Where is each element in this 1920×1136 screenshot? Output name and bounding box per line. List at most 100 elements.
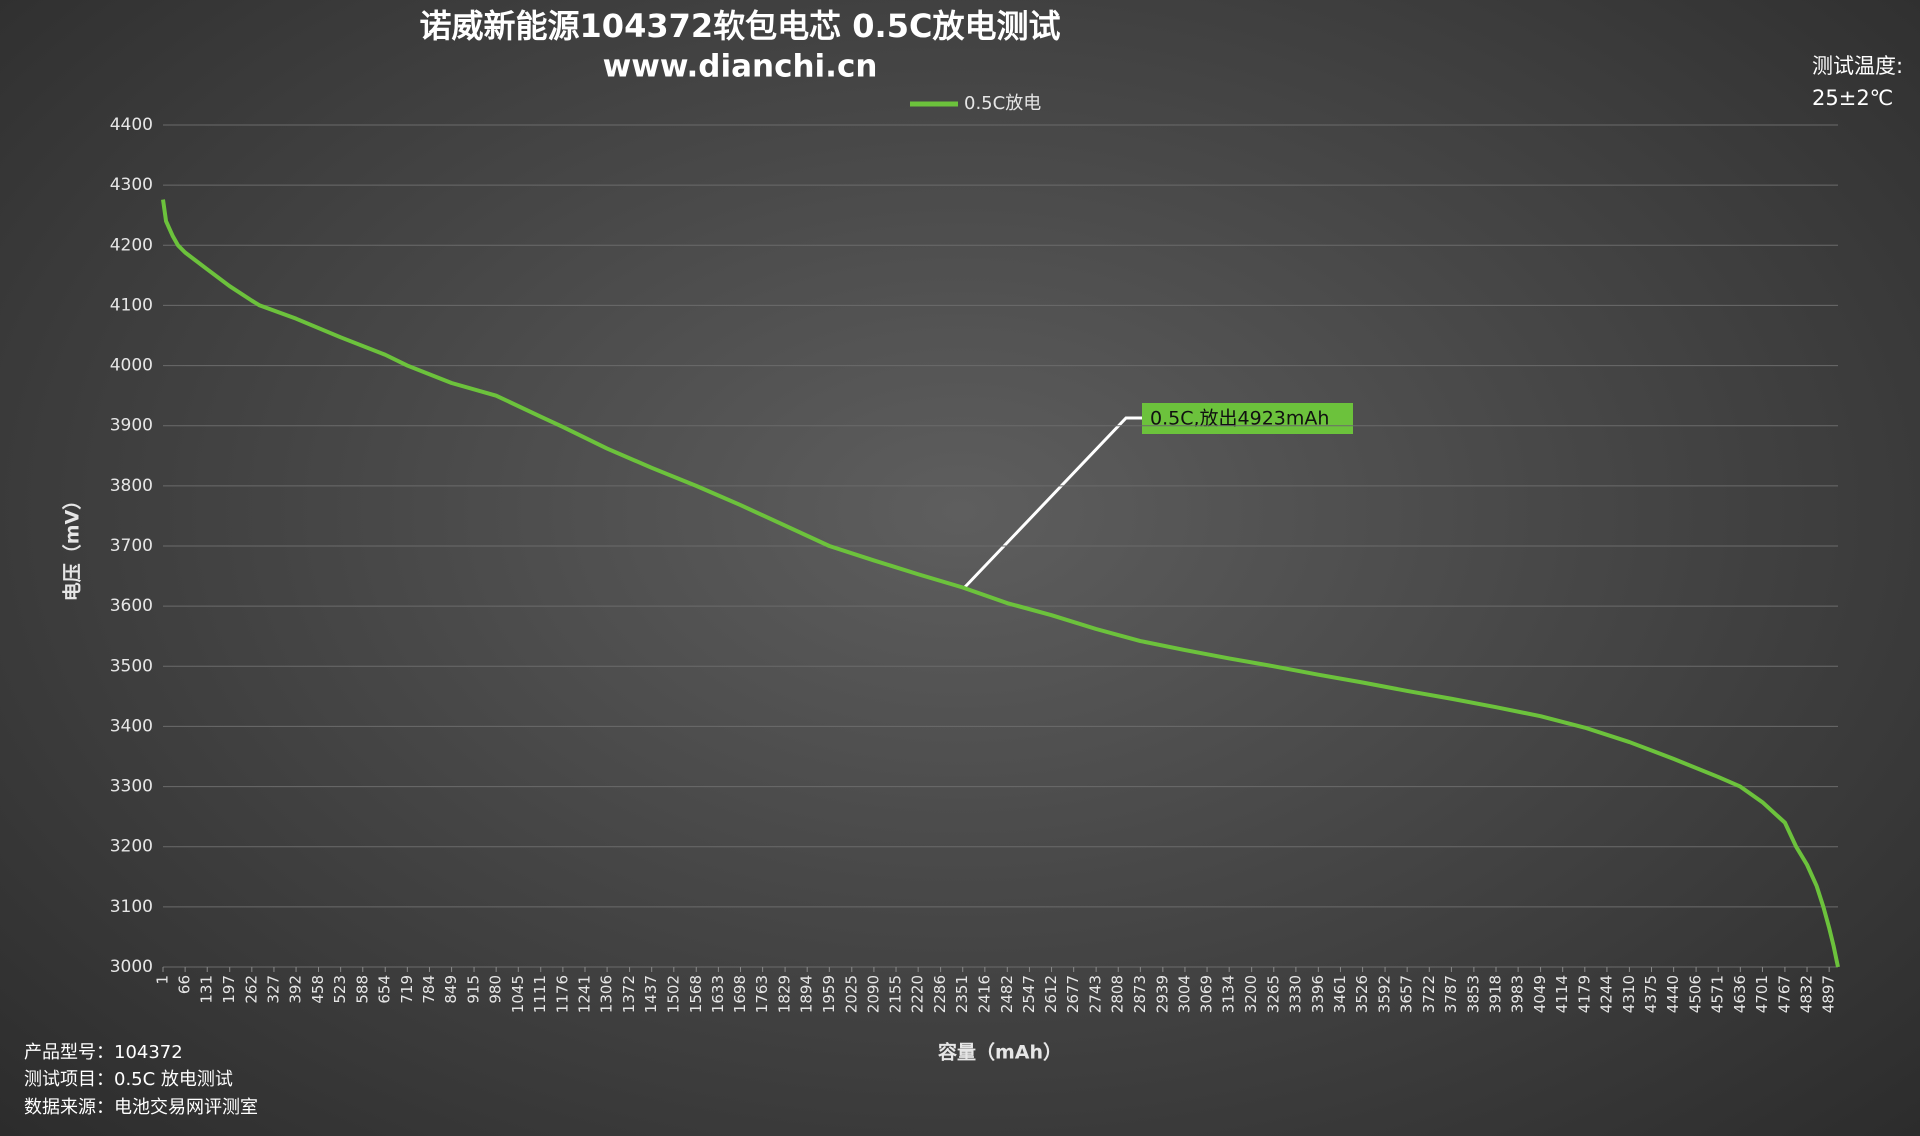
x-tick-label: 327 bbox=[264, 975, 282, 1004]
x-tick-label: 654 bbox=[376, 975, 394, 1004]
chart-subtitle: www.dianchi.cn bbox=[603, 49, 878, 85]
x-tick-label: 1372 bbox=[620, 975, 638, 1013]
x-tick-label: 523 bbox=[331, 975, 349, 1004]
y-tick-label: 4100 bbox=[110, 295, 153, 315]
y-tick-label: 3500 bbox=[110, 656, 153, 676]
x-tick-label: 392 bbox=[287, 975, 305, 1004]
x-tick-label: 3526 bbox=[1353, 975, 1371, 1013]
y-tick-label: 4300 bbox=[110, 175, 153, 195]
x-tick-label: 3396 bbox=[1309, 975, 1327, 1013]
x-tick-label: 849 bbox=[442, 975, 460, 1004]
x-tick-label: 2482 bbox=[998, 975, 1016, 1013]
x-tick-label: 2416 bbox=[975, 975, 993, 1013]
x-tick-label: 3004 bbox=[1175, 975, 1193, 1013]
x-tick-label: 915 bbox=[465, 975, 483, 1004]
x-tick-label: 1502 bbox=[664, 975, 682, 1013]
y-tick-label: 4000 bbox=[110, 356, 153, 376]
x-tick-label: 2090 bbox=[864, 975, 882, 1013]
x-tick-label: 4179 bbox=[1575, 975, 1593, 1013]
x-tick-label: 784 bbox=[420, 975, 438, 1004]
side-note: 测试温度: bbox=[1812, 54, 1903, 78]
x-tick-label: 3657 bbox=[1398, 975, 1416, 1013]
x-tick-label: 980 bbox=[487, 975, 505, 1004]
side-note: 25±2℃ bbox=[1812, 86, 1893, 110]
x-tick-label: 3983 bbox=[1509, 975, 1527, 1013]
x-tick-label: 3265 bbox=[1264, 975, 1282, 1013]
x-tick-label: 2220 bbox=[909, 975, 927, 1013]
x-tick-label: 4767 bbox=[1775, 975, 1793, 1013]
x-tick-label: 4506 bbox=[1687, 975, 1705, 1013]
y-tick-label: 3700 bbox=[110, 536, 153, 556]
x-tick-label: 1 bbox=[154, 975, 172, 985]
x-tick-label: 2873 bbox=[1131, 975, 1149, 1013]
y-tick-label: 3600 bbox=[110, 596, 153, 616]
x-tick-label: 4244 bbox=[1597, 975, 1615, 1013]
y-tick-label: 3900 bbox=[110, 416, 153, 436]
x-tick-label: 1045 bbox=[509, 975, 527, 1013]
legend-label: 0.5C放电 bbox=[964, 93, 1041, 114]
y-tick-label: 3400 bbox=[110, 716, 153, 736]
x-tick-label: 197 bbox=[220, 975, 238, 1004]
x-tick-label: 1763 bbox=[753, 975, 771, 1013]
x-tick-label: 4636 bbox=[1731, 975, 1749, 1013]
chart-title: 诺威新能源104372软包电芯 0.5C放电测试 bbox=[420, 7, 1061, 45]
y-axis-label: 电压（mV） bbox=[61, 491, 84, 602]
x-tick-label: 1306 bbox=[598, 975, 616, 1013]
x-tick-label: 1176 bbox=[553, 975, 571, 1013]
x-tick-label: 3330 bbox=[1286, 975, 1304, 1013]
x-tick-label: 2025 bbox=[842, 975, 860, 1013]
x-tick-label: 3069 bbox=[1198, 975, 1216, 1013]
x-tick-label: 588 bbox=[353, 975, 371, 1004]
x-tick-label: 2155 bbox=[887, 975, 905, 1013]
x-tick-label: 4571 bbox=[1709, 975, 1727, 1013]
x-tick-label: 2612 bbox=[1042, 975, 1060, 1013]
x-tick-label: 4049 bbox=[1531, 975, 1549, 1013]
x-tick-label: 1698 bbox=[731, 975, 749, 1013]
y-tick-label: 3200 bbox=[110, 837, 153, 857]
footer-note: 产品型号：104372 bbox=[24, 1042, 183, 1063]
x-tick-label: 66 bbox=[176, 975, 194, 994]
x-tick-label: 2547 bbox=[1020, 975, 1038, 1013]
x-tick-label: 3200 bbox=[1242, 975, 1260, 1013]
x-tick-label: 3787 bbox=[1442, 975, 1460, 1013]
x-tick-label: 3722 bbox=[1420, 975, 1438, 1013]
x-tick-label: 2351 bbox=[953, 975, 971, 1013]
x-tick-label: 1829 bbox=[776, 975, 794, 1013]
annotation-leader bbox=[962, 416, 1142, 590]
x-axis-label: 容量（mAh） bbox=[938, 1041, 1062, 1064]
x-tick-label: 1111 bbox=[531, 975, 549, 1013]
x-tick-label: 1437 bbox=[642, 975, 660, 1013]
x-tick-label: 2743 bbox=[1087, 975, 1105, 1013]
y-tick-label: 4200 bbox=[110, 235, 153, 255]
x-tick-label: 2286 bbox=[931, 975, 949, 1013]
x-tick-label: 4832 bbox=[1798, 975, 1816, 1013]
x-tick-label: 1241 bbox=[575, 975, 593, 1013]
x-tick-label: 4897 bbox=[1820, 975, 1838, 1013]
x-tick-label: 1894 bbox=[798, 975, 816, 1013]
x-tick-label: 4310 bbox=[1620, 975, 1638, 1013]
x-tick-label: 2808 bbox=[1109, 975, 1127, 1013]
x-tick-label: 719 bbox=[398, 975, 416, 1004]
data-line bbox=[161, 199, 1840, 968]
y-tick-label: 3300 bbox=[110, 777, 153, 797]
x-tick-label: 4701 bbox=[1753, 975, 1771, 1013]
x-tick-label: 1959 bbox=[820, 975, 838, 1013]
x-tick-label: 2939 bbox=[1153, 975, 1171, 1013]
y-tick-label: 4400 bbox=[110, 115, 153, 135]
x-tick-label: 1633 bbox=[709, 975, 727, 1013]
x-tick-label: 262 bbox=[242, 975, 260, 1004]
x-tick-label: 3918 bbox=[1486, 975, 1504, 1013]
x-tick-label: 3592 bbox=[1376, 975, 1394, 1013]
x-tick-label: 4375 bbox=[1642, 975, 1660, 1013]
x-tick-label: 4114 bbox=[1553, 975, 1571, 1013]
x-tick-label: 2677 bbox=[1064, 975, 1082, 1013]
y-tick-label: 3100 bbox=[110, 897, 153, 917]
y-tick-label: 3800 bbox=[110, 476, 153, 496]
x-tick-label: 458 bbox=[309, 975, 327, 1004]
footer-note: 测试项目：0.5C 放电测试 bbox=[24, 1069, 233, 1090]
x-tick-label: 1568 bbox=[687, 975, 705, 1013]
annotation: 0.5C,放出4923mAh bbox=[1150, 408, 1329, 430]
footer-note: 数据来源：电池交易网评测室 bbox=[24, 1097, 258, 1118]
